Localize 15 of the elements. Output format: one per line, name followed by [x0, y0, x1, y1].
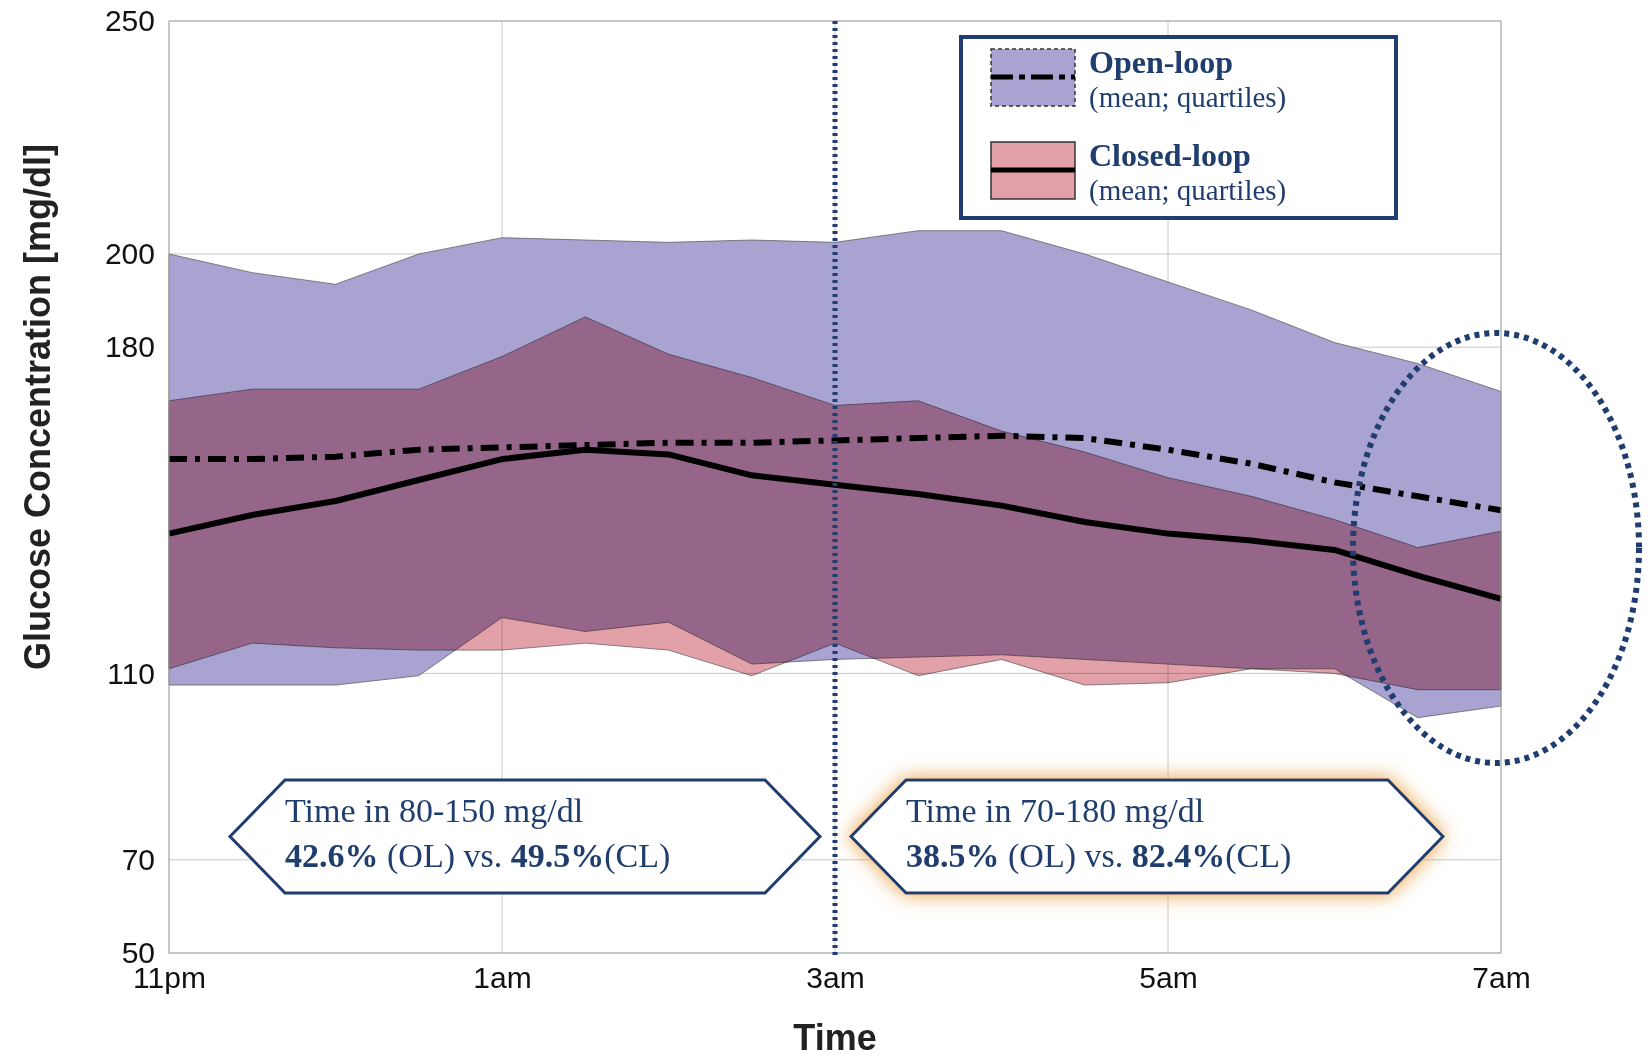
- y-tick-label: 180: [104, 330, 155, 364]
- x-tick-label: 7am: [1472, 961, 1531, 995]
- y-tick-label: 250: [104, 4, 155, 38]
- x-tick-label: 1am: [473, 961, 532, 995]
- x-tick-label: 5am: [1139, 961, 1198, 995]
- y-tick-label: 70: [121, 842, 155, 876]
- legend-label: Open-loop (mean; quartiles): [1089, 44, 1287, 114]
- x-axis-title: Time: [793, 1017, 877, 1058]
- legend-label: Closed-loop (mean; quartiles): [1089, 137, 1287, 207]
- y-tick-label: 110: [107, 656, 155, 690]
- x-tick-label: 3am: [806, 961, 865, 995]
- annotation: Time in 70-180 mg/dl 38.5% (OL) vs. 82.4%(CL): [906, 792, 1292, 875]
- y-tick-label: 200: [104, 237, 155, 271]
- annotation: Time in 80-150 mg/dl 42.6% (OL) vs. 49.5%(CL): [285, 792, 671, 875]
- y-axis-title: Glucose Concentration [mg/dl]: [17, 143, 58, 671]
